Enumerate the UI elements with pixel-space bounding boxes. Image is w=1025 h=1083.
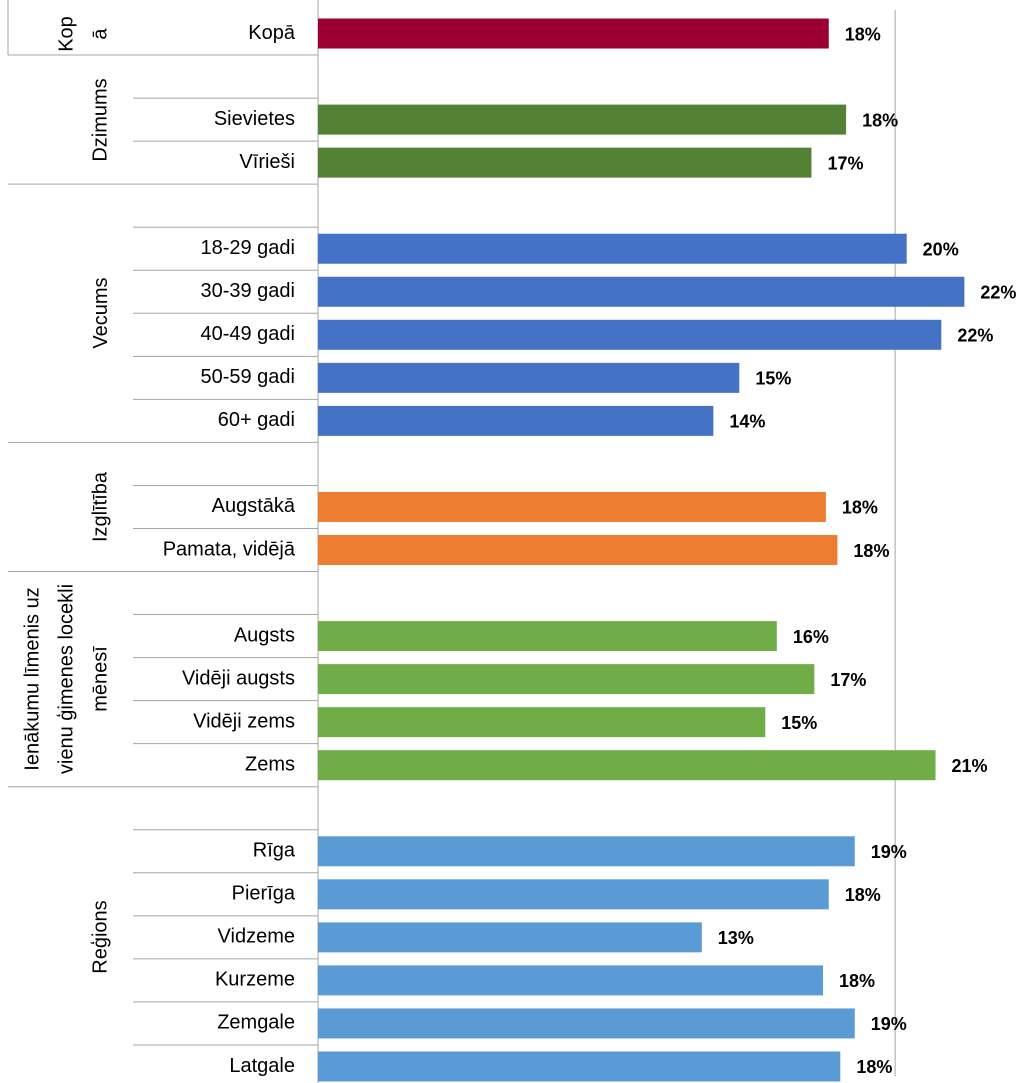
value-label: 22%: [980, 283, 1016, 303]
category-label: Pamata, vidējā: [163, 538, 296, 560]
bar: [318, 965, 823, 996]
group-label: Reģions: [8, 787, 118, 1083]
bar: [318, 491, 826, 522]
category-label: Rīga: [253, 840, 296, 862]
category-label: Vidēji augsts: [182, 667, 295, 689]
value-label: 16%: [793, 627, 829, 647]
value-label: 18%: [842, 498, 878, 518]
value-label: 18%: [845, 885, 881, 905]
bar: [318, 18, 829, 49]
value-label: 18%: [839, 971, 875, 991]
group-label: Kopā: [8, 12, 118, 55]
category-label: Vidēji zems: [193, 710, 295, 732]
value-label: 18%: [862, 110, 898, 130]
group-label: Vecums: [8, 184, 118, 442]
value-label: 19%: [871, 842, 907, 862]
bar: [318, 362, 740, 393]
group-label-text: Kopā: [55, 15, 112, 52]
bar: [318, 1008, 855, 1039]
value-label: 21%: [952, 756, 988, 776]
category-label: Latgale: [229, 1055, 295, 1077]
group-label-text: Ienākumu līmenis uz vienu ģimenes locekl…: [22, 584, 112, 775]
value-label: 15%: [755, 369, 791, 389]
value-label: 20%: [923, 239, 959, 259]
group-label: Izglītība: [8, 442, 118, 571]
category-label: 40-49 gadi: [200, 323, 295, 345]
category-label: Zems: [245, 753, 295, 775]
bar: [318, 233, 907, 264]
bar: [318, 1051, 841, 1082]
category-label: Sievietes: [214, 108, 295, 130]
category-label: Zemgale: [217, 1012, 295, 1034]
value-label: 17%: [827, 153, 863, 173]
category-label: Augstākā: [212, 495, 296, 517]
category-label: Vidzeme: [218, 926, 295, 948]
value-label: 22%: [957, 326, 993, 346]
value-label: 19%: [871, 1014, 907, 1034]
bar: [318, 276, 965, 307]
group-label-text: Vecums: [90, 277, 113, 349]
group-label: Ienākumu līmenis uz vienu ģimenes locekl…: [8, 572, 118, 787]
bar: [318, 750, 936, 781]
bar: [318, 405, 714, 436]
bar: [318, 922, 702, 953]
bar: [318, 621, 777, 652]
value-label: 13%: [718, 928, 754, 948]
category-label: Pierīga: [232, 883, 296, 905]
value-label: 17%: [830, 670, 866, 690]
category-label: 50-59 gadi: [200, 366, 295, 388]
value-label: 18%: [845, 24, 881, 44]
group-label-text: Dzimums: [90, 77, 113, 162]
group-label-text: Reģions: [90, 900, 113, 975]
bar: [318, 535, 838, 565]
value-label: 18%: [856, 1057, 892, 1077]
bar: [318, 836, 855, 867]
bar: [318, 319, 942, 350]
category-label: 18-29 gadi: [200, 237, 295, 259]
bar: [318, 664, 815, 695]
bar: [318, 104, 847, 135]
category-label: Kopā: [248, 22, 296, 44]
bar: [318, 879, 829, 910]
category-label: 30-39 gadi: [200, 280, 295, 302]
bar: [318, 147, 812, 178]
category-label: Augsts: [234, 624, 295, 646]
bar: [318, 707, 766, 738]
category-label: Kurzeme: [215, 969, 295, 991]
category-label: 60+ gadi: [218, 409, 295, 431]
group-label: Dzimums: [8, 55, 118, 184]
value-label: 18%: [853, 541, 889, 561]
category-label: Vīrieši: [239, 151, 295, 173]
value-label: 15%: [781, 713, 817, 733]
group-label-text: Izglītība: [90, 471, 113, 542]
value-label: 14%: [729, 412, 765, 432]
